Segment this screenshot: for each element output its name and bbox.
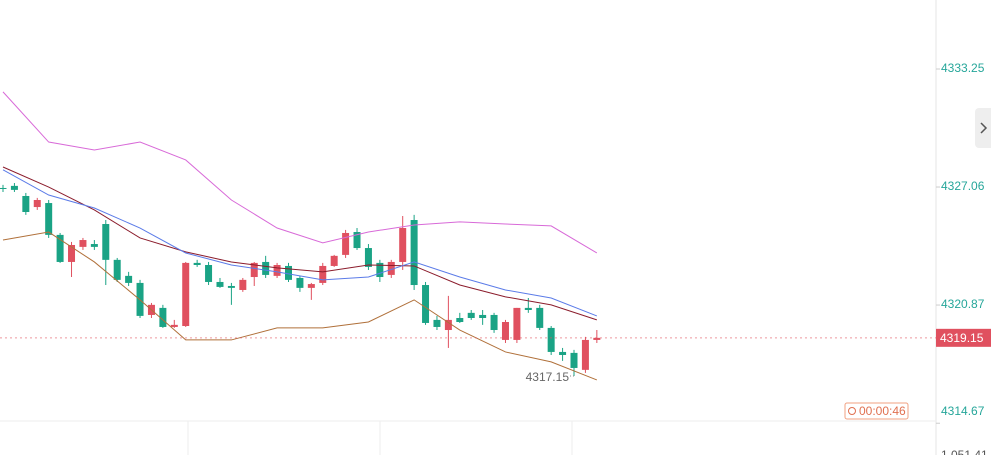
- countdown-icon: [848, 407, 856, 415]
- y-tick-label: 4327.06: [941, 179, 985, 193]
- candle-body: [216, 281, 224, 287]
- candle-body: [387, 261, 395, 275]
- candle-body: [102, 224, 110, 260]
- candle-body: [330, 255, 338, 266]
- y-tick-label: 4314.67: [941, 404, 985, 418]
- candle-body: [90, 244, 98, 247]
- candle-body: [467, 312, 475, 319]
- candle-body: [444, 319, 452, 331]
- candle-body: [501, 322, 509, 340]
- candle-body: [250, 262, 258, 278]
- candle-body: [364, 248, 372, 267]
- candle-body: [353, 232, 361, 249]
- chevron-icon[interactable]: [980, 122, 988, 134]
- candle-body: [479, 314, 487, 319]
- indicator-line: [2, 231, 598, 381]
- candle-body: [490, 314, 498, 331]
- low-label: 4317.15: [526, 370, 570, 384]
- indicator-line: [2, 166, 597, 321]
- candle-body: [205, 265, 213, 282]
- candle-body: [399, 228, 407, 262]
- candle-body: [273, 265, 281, 276]
- candle-body: [342, 232, 350, 255]
- candle-body: [456, 318, 464, 323]
- candle-body: [125, 275, 133, 283]
- candle-body: [262, 261, 270, 275]
- candle-body: [319, 265, 327, 283]
- y-tick-label: 4320.87: [941, 297, 985, 311]
- last-price-box: [936, 328, 991, 347]
- candle-body: [0, 187, 7, 189]
- indicator-line: [2, 169, 598, 317]
- candle-body: [410, 220, 418, 286]
- last-price-label: 4319.15: [940, 331, 984, 345]
- candle-body: [376, 262, 384, 278]
- indicator-line: [2, 91, 598, 254]
- candle-body: [159, 307, 167, 327]
- candle-body: [193, 262, 201, 266]
- candle-body: [182, 262, 190, 327]
- candle-body: [547, 327, 555, 352]
- candle-body: [79, 240, 87, 247]
- candle-body: [559, 351, 567, 355]
- candle-body: [433, 319, 441, 327]
- candle-body: [570, 352, 578, 368]
- volume-label: 1,051.41: [941, 448, 988, 455]
- candle-body: [296, 277, 304, 288]
- candle-body: [113, 259, 121, 280]
- countdown-box: [844, 402, 909, 420]
- scroll-button[interactable]: [975, 108, 991, 148]
- candle-body: [227, 285, 235, 288]
- candle-body: [581, 339, 589, 370]
- candle-body: [239, 279, 247, 290]
- candle-body: [513, 307, 521, 340]
- candle-body: [56, 234, 64, 262]
- candle-body: [524, 307, 532, 310]
- candle-body: [422, 285, 430, 323]
- candle-body: [33, 199, 41, 208]
- candle-body: [45, 203, 53, 235]
- candle-body: [285, 265, 292, 280]
- candle-body: [536, 307, 544, 328]
- candle-body: [170, 324, 178, 327]
- candle-body: [593, 337, 601, 340]
- countdown: 00:00:46: [859, 404, 906, 418]
- y-tick-label: 4333.25: [941, 61, 985, 75]
- candle-body: [22, 195, 30, 213]
- candle-body: [10, 185, 18, 190]
- candle-body: [307, 284, 315, 288]
- candle-body: [68, 244, 76, 262]
- scroll-button-bg[interactable]: [975, 108, 991, 148]
